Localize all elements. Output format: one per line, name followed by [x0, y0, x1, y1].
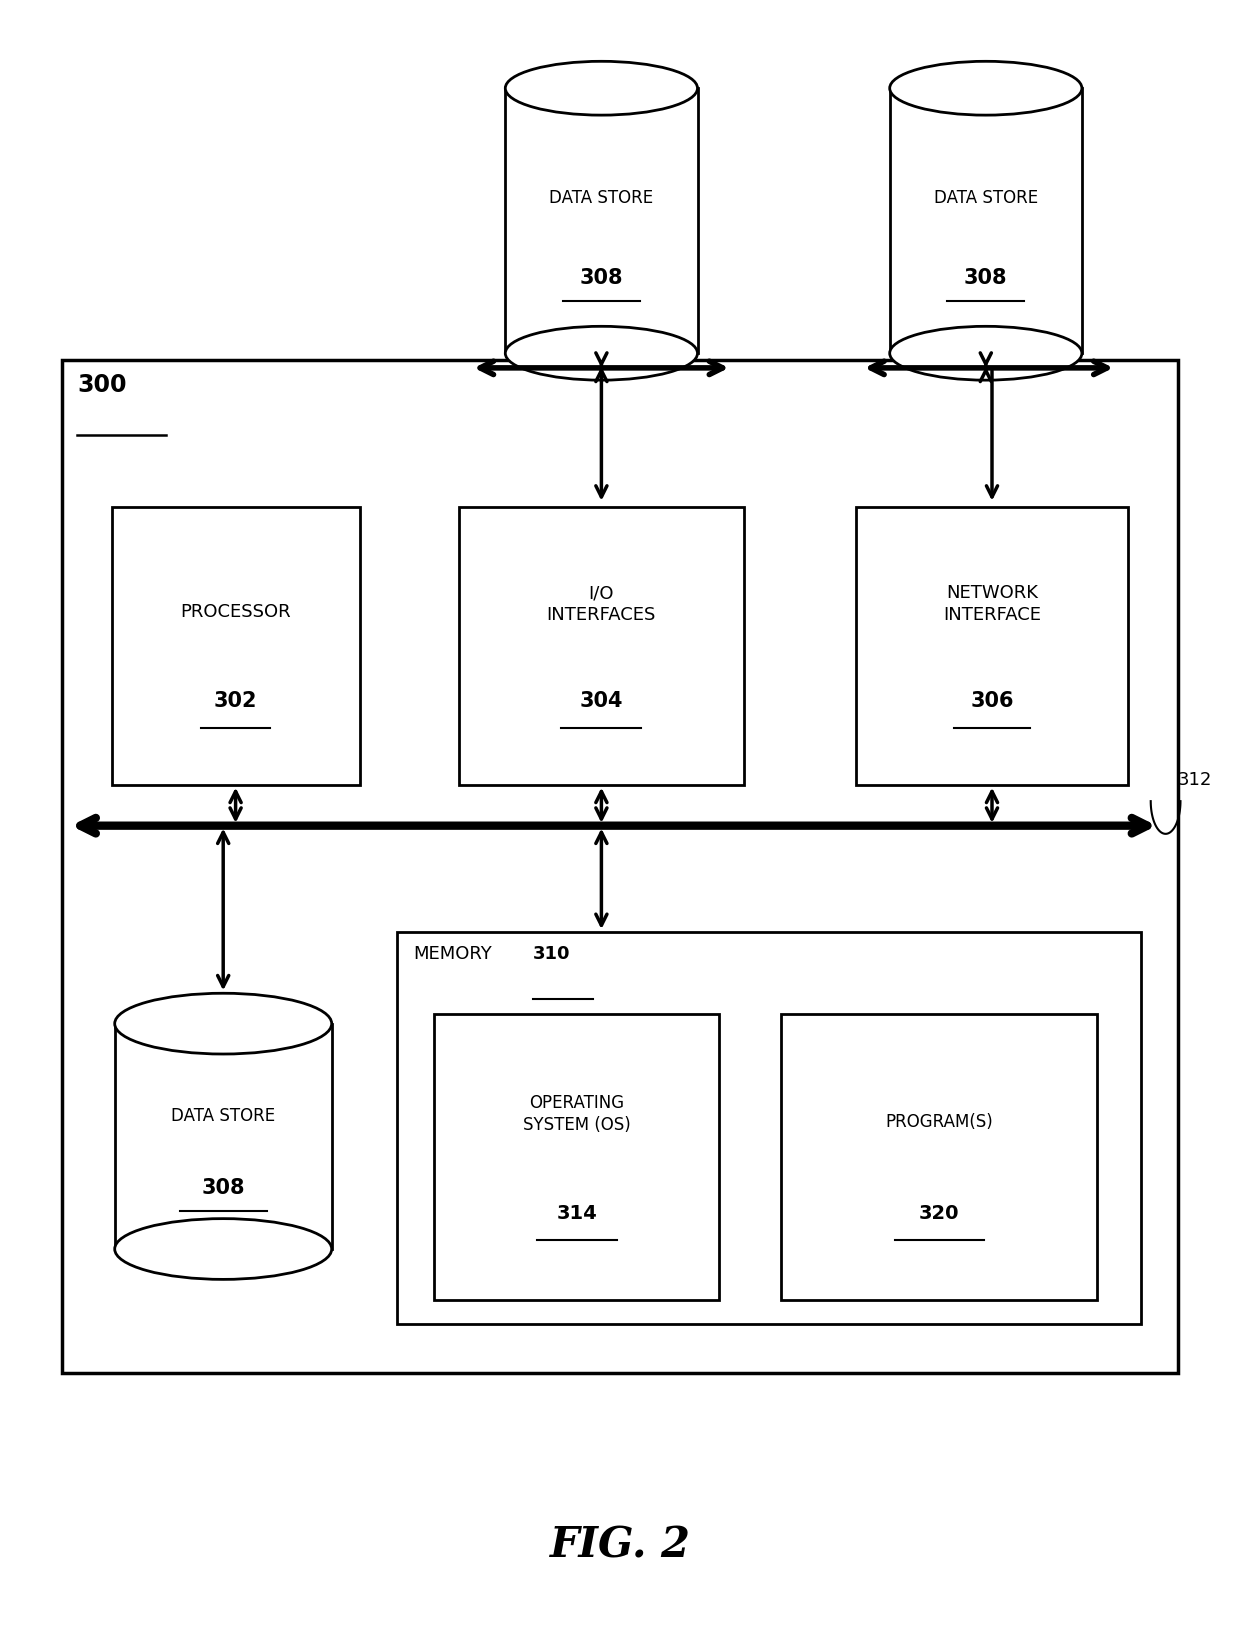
Text: DATA STORE: DATA STORE — [171, 1107, 275, 1125]
Text: 304: 304 — [579, 692, 624, 711]
Bar — [62, 360, 1178, 1373]
Ellipse shape — [506, 62, 697, 114]
Text: 308: 308 — [201, 1177, 246, 1198]
Text: 302: 302 — [213, 692, 258, 711]
Ellipse shape — [889, 62, 1081, 114]
Text: I/O
INTERFACES: I/O INTERFACES — [547, 584, 656, 625]
Text: 308: 308 — [579, 268, 624, 288]
Text: FIG. 2: FIG. 2 — [549, 1524, 691, 1566]
Bar — [459, 507, 744, 785]
Text: 300: 300 — [77, 373, 126, 397]
Text: NETWORK
INTERFACE: NETWORK INTERFACE — [942, 584, 1042, 625]
Text: 310: 310 — [533, 945, 570, 963]
Bar — [506, 88, 697, 353]
Ellipse shape — [114, 1218, 332, 1279]
Text: PROGRAM(S): PROGRAM(S) — [885, 1113, 993, 1131]
Ellipse shape — [506, 327, 697, 379]
Bar — [890, 88, 1081, 353]
Ellipse shape — [889, 327, 1081, 379]
Bar — [856, 507, 1128, 785]
Text: MEMORY: MEMORY — [413, 945, 492, 963]
Bar — [114, 1022, 331, 1024]
Bar — [397, 932, 1141, 1324]
Bar — [112, 507, 360, 785]
Text: DATA STORE: DATA STORE — [549, 190, 653, 208]
Text: 312: 312 — [1178, 770, 1213, 790]
Text: 320: 320 — [919, 1205, 960, 1223]
Text: 308: 308 — [963, 268, 1008, 288]
Text: DATA STORE: DATA STORE — [934, 190, 1038, 208]
Text: 314: 314 — [557, 1205, 596, 1223]
Text: OPERATING
SYSTEM (OS): OPERATING SYSTEM (OS) — [523, 1094, 630, 1135]
Bar — [781, 1014, 1097, 1300]
Bar — [434, 1014, 719, 1300]
Bar — [114, 1024, 331, 1249]
Text: 306: 306 — [970, 692, 1014, 711]
Ellipse shape — [114, 994, 332, 1055]
Text: PROCESSOR: PROCESSOR — [180, 603, 291, 621]
